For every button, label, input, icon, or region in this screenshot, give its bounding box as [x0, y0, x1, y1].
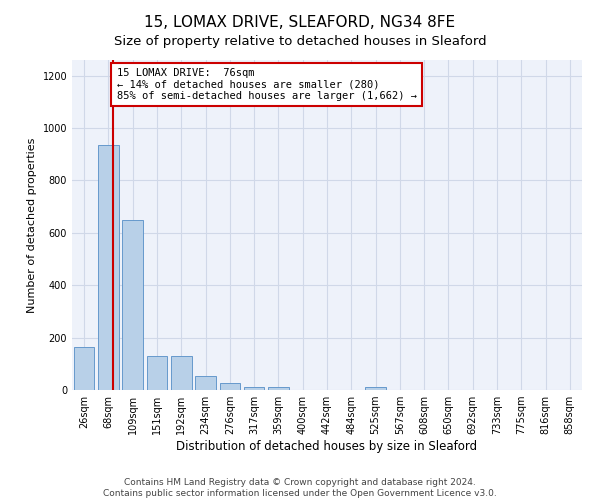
Bar: [171, 356, 191, 390]
Bar: [195, 376, 216, 390]
Text: Size of property relative to detached houses in Sleaford: Size of property relative to detached ho…: [113, 35, 487, 48]
Bar: [268, 387, 289, 390]
Text: 15 LOMAX DRIVE:  76sqm
← 14% of detached houses are smaller (280)
85% of semi-de: 15 LOMAX DRIVE: 76sqm ← 14% of detached …: [116, 68, 416, 101]
X-axis label: Distribution of detached houses by size in Sleaford: Distribution of detached houses by size …: [176, 440, 478, 453]
Bar: [146, 356, 167, 390]
Text: 15, LOMAX DRIVE, SLEAFORD, NG34 8FE: 15, LOMAX DRIVE, SLEAFORD, NG34 8FE: [145, 15, 455, 30]
Text: Contains HM Land Registry data © Crown copyright and database right 2024.
Contai: Contains HM Land Registry data © Crown c…: [103, 478, 497, 498]
Bar: [220, 382, 240, 390]
Bar: [365, 387, 386, 390]
Bar: [74, 347, 94, 390]
Bar: [244, 387, 265, 390]
Y-axis label: Number of detached properties: Number of detached properties: [27, 138, 37, 312]
Bar: [98, 145, 119, 390]
Bar: [122, 220, 143, 390]
